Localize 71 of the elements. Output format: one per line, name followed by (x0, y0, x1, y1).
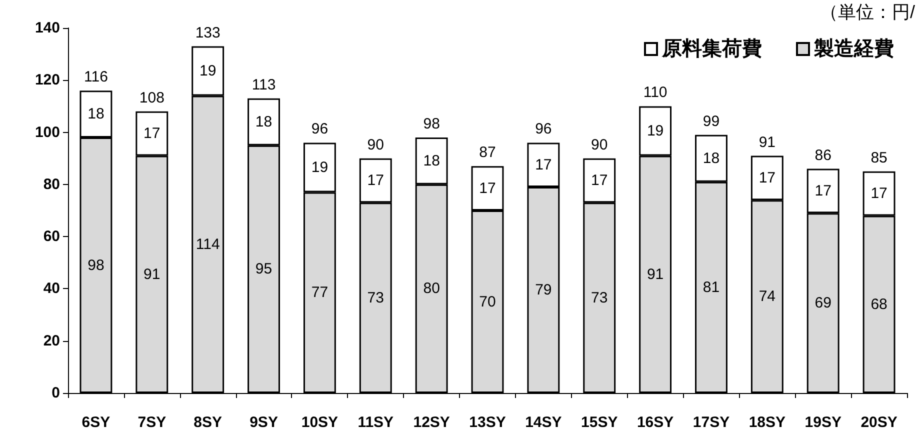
data-label: 79 (535, 282, 552, 299)
y-tick-label: 20 (43, 332, 60, 350)
data-label: 73 (591, 289, 608, 306)
x-tick-label: 17SY (692, 414, 730, 431)
data-label: 17 (367, 172, 384, 190)
data-label: 95 (255, 260, 272, 278)
total-label: 98 (423, 116, 440, 132)
total-label: 85 (870, 149, 888, 166)
data-label: 80 (423, 280, 440, 298)
total-label: 133 (195, 24, 220, 42)
total-label: 86 (814, 146, 832, 164)
data-label: 17 (535, 156, 552, 174)
total-label: 91 (758, 134, 776, 151)
x-tick-label: 13SY (469, 414, 506, 431)
y-tick-label: 40 (43, 280, 60, 298)
x-tick-label: 11SY (358, 414, 394, 431)
x-tick-label: 9SY (250, 414, 278, 431)
legend-label: 原料集荷費 (661, 38, 762, 60)
total-label: 108 (139, 89, 164, 106)
x-tick-label: 19SY (804, 414, 842, 431)
x-tick-label: 18SY (748, 414, 786, 431)
data-label: 114 (196, 236, 220, 253)
total-label: 110 (643, 84, 668, 102)
data-label: 91 (144, 266, 160, 283)
total-label: 96 (535, 120, 552, 138)
data-label: 70 (479, 293, 496, 310)
data-label: 18 (88, 106, 104, 123)
data-label: 91 (646, 266, 664, 283)
y-tick-label: 0 (52, 384, 60, 402)
x-tick-label: 6SY (82, 414, 110, 431)
y-tick-label: 60 (43, 228, 60, 246)
y-tick-label: 100 (34, 124, 60, 141)
data-label: 19 (311, 158, 328, 176)
legend-label: 製造経費 (813, 38, 894, 60)
data-label: 17 (591, 172, 608, 190)
x-tick-label: 16SY (636, 414, 674, 431)
data-label: 18 (423, 152, 440, 170)
data-label: 98 (88, 256, 104, 274)
x-tick-label: 15SY (581, 414, 618, 431)
x-tick-label: 14SY (525, 414, 562, 431)
text: （単位：円/ (820, 2, 916, 22)
total-label: 96 (311, 120, 328, 138)
total-label: 90 (367, 136, 384, 154)
total-label: 116 (84, 68, 108, 86)
data-label: 68 (870, 296, 888, 313)
total-label: 90 (591, 136, 608, 154)
data-label: 73 (367, 289, 384, 306)
data-label: 17 (814, 182, 832, 200)
data-label: 81 (702, 278, 720, 296)
data-label: 74 (758, 288, 776, 306)
data-label: 19 (646, 122, 664, 140)
data-label: 19 (199, 62, 216, 80)
data-label: 69 (814, 294, 832, 312)
x-tick-label: 20SY (860, 414, 898, 431)
data-label: 18 (702, 150, 720, 167)
x-tick-label: 12SY (413, 414, 450, 431)
total-label: 87 (479, 144, 496, 162)
y-tick-label: 140 (34, 20, 60, 36)
data-label: 17 (479, 180, 496, 197)
y-tick-label: 120 (34, 72, 60, 89)
data-label: 18 (255, 113, 272, 130)
total-label: 99 (702, 112, 720, 130)
data-label: 17 (144, 125, 160, 142)
x-tick-label: 10SY (301, 414, 338, 431)
y-tick-label: 80 (43, 176, 60, 193)
total-label: 113 (252, 76, 276, 94)
data-label: 17 (870, 185, 888, 202)
data-label: 17 (758, 169, 776, 186)
x-tick-label: 8SY (194, 414, 222, 431)
x-tick-label: 7SY (138, 414, 166, 431)
data-label: 77 (311, 284, 328, 302)
